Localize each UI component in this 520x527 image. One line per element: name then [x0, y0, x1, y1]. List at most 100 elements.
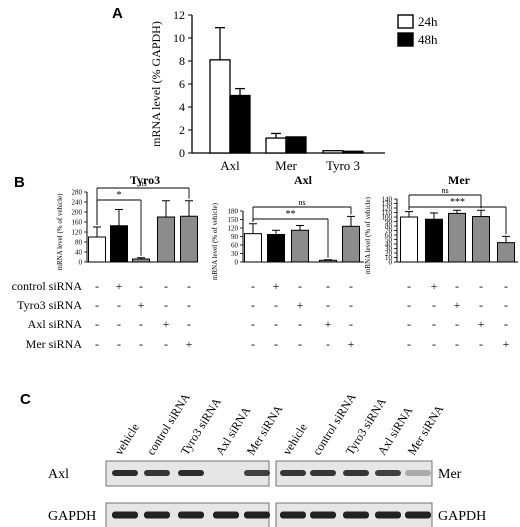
y-axis-label: mRNA level (% of vehicle)	[56, 193, 64, 271]
y-tick-label: 60	[231, 242, 239, 250]
treatment-mark: -	[139, 317, 143, 331]
treatment-mark: -	[455, 317, 459, 331]
treatment-mark: -	[117, 317, 121, 331]
y-tick-label: 0	[79, 259, 83, 267]
treatment-mark: -	[455, 337, 459, 351]
bar	[267, 234, 285, 263]
bar	[425, 218, 443, 263]
treatment-mark: -	[95, 279, 99, 293]
blot-band	[405, 511, 431, 519]
y-tick-label: 8	[179, 54, 185, 68]
y-axis-label: mRNA level (% of vehicle)	[364, 196, 372, 274]
blot-band	[112, 511, 138, 519]
lane-label: vehicle	[112, 421, 142, 458]
x-tick-label: Axl	[220, 158, 240, 173]
y-tick-label: 30	[385, 245, 393, 253]
y-tick-label: 50	[385, 236, 393, 244]
treatment-mark: -	[349, 298, 353, 312]
blot-band	[280, 470, 306, 476]
treatment-mark: -	[95, 317, 99, 331]
legend-label: 24h	[418, 14, 438, 29]
treatment-row-label: Tyro3 siRNA	[17, 298, 82, 312]
significance-label: ns	[139, 179, 146, 188]
significance-label: *	[117, 190, 122, 201]
blot-band	[244, 511, 270, 519]
y-tick-label: 0	[235, 259, 239, 267]
bar	[497, 242, 515, 263]
treatment-mark: -	[349, 279, 353, 293]
blot-band	[310, 511, 336, 519]
treatment-mark: -	[479, 279, 483, 293]
chart-title: Tyro3	[130, 173, 160, 187]
legend-swatch	[397, 14, 414, 29]
y-tick-label: 90	[385, 218, 393, 226]
treatment-mark: -	[298, 337, 302, 351]
bar	[229, 94, 251, 154]
treatment-mark: -	[326, 337, 330, 351]
y-tick-label: 200	[72, 209, 83, 217]
y-tick-label: 2	[179, 123, 185, 137]
treatment-mark: +	[431, 279, 438, 293]
chart-b-tyro3: 0 40 80 120 160 200 240 280 Tyro3 mRNA level (% o…	[56, 173, 198, 270]
treatment-mark: -	[274, 317, 278, 331]
significance-label: ns	[441, 186, 448, 195]
blot-band	[405, 470, 431, 476]
y-tick-label: 150	[228, 216, 239, 224]
y-tick-label: 20	[385, 250, 393, 258]
bar	[209, 59, 231, 154]
treatment-mark: -	[95, 298, 99, 312]
treatment-mark: -	[251, 317, 255, 331]
blot-band	[213, 511, 239, 519]
treatment-mark: -	[139, 337, 143, 351]
treatment-mark: +	[348, 337, 355, 351]
chart-title: Mer	[448, 173, 471, 187]
panel-label-b: B	[14, 174, 25, 191]
y-tick-label: 120	[382, 205, 393, 213]
y-tick-label: 80	[385, 223, 393, 231]
y-tick-label: 100	[382, 214, 393, 222]
blot-row-label: Mer	[438, 467, 462, 482]
treatment-mark: -	[187, 279, 191, 293]
blot-row-label: Axl	[48, 467, 69, 482]
bar	[400, 216, 418, 263]
treatment-mark: -	[117, 337, 121, 351]
treatment-mark: +	[478, 317, 485, 331]
treatment-mark: +	[454, 298, 461, 312]
treatment-mark: -	[407, 279, 411, 293]
lane-label: vehicle	[280, 421, 310, 458]
chart-a: 0 2 4 6 8 10 12 mRNA level (% GAPDH) Axl Mer Tyro …	[149, 8, 438, 173]
blot-band	[343, 470, 369, 476]
y-tick-label: 70	[385, 227, 393, 235]
bar	[132, 258, 150, 263]
bar	[265, 137, 287, 154]
y-tick-label: 10	[385, 254, 393, 262]
treatment-mark: -	[187, 298, 191, 312]
y-axis-label: mRNA level (% GAPDH)	[149, 21, 163, 147]
blot-row-label: GAPDH	[48, 509, 96, 524]
bar	[322, 150, 344, 154]
blot-band	[178, 470, 204, 476]
treatment-mark: -	[407, 317, 411, 331]
significance-label: **	[286, 209, 296, 220]
panel-label-a: A	[112, 5, 123, 22]
treatment-mark: -	[504, 279, 508, 293]
treatment-row-label: Mer siRNA	[26, 337, 83, 351]
y-tick-label: 280	[72, 189, 83, 197]
blot-band	[244, 470, 270, 476]
y-tick-label: 10	[173, 31, 185, 45]
y-tick-label: 80	[75, 239, 83, 247]
blot-band	[343, 511, 369, 519]
y-tick-label: 0	[389, 259, 393, 267]
bar	[88, 236, 106, 263]
y-tick-label: 0	[179, 146, 185, 160]
chart-title: Axl	[294, 173, 313, 187]
y-tick-label: 240	[72, 199, 83, 207]
treatment-table: control siRNA - + - - - - + - - - - + - - -Tyro3 siRNA -…	[12, 279, 510, 351]
treatment-mark: +	[325, 317, 332, 331]
treatment-mark: +	[273, 279, 280, 293]
treatment-mark: -	[298, 317, 302, 331]
